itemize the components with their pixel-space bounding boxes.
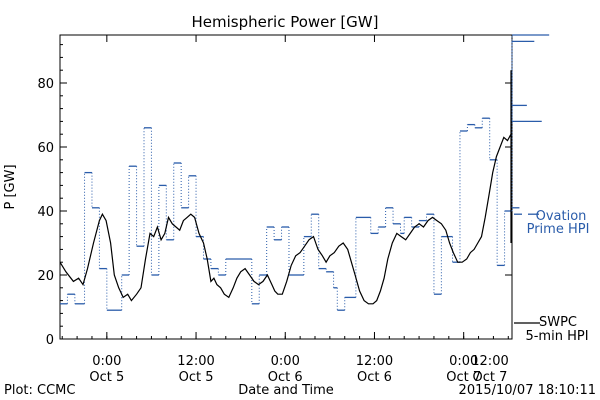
footer-credit: Plot: CCMC xyxy=(4,383,75,398)
x-tick-label-time: 0:00 xyxy=(449,354,478,369)
y-tick-label: 60 xyxy=(37,141,54,156)
legend-swpc-line1: SWPC xyxy=(539,315,577,330)
x-tick-label-time: 12:00 xyxy=(177,354,214,369)
legend-ovation-line2: Prime HPI xyxy=(527,222,590,237)
x-tick-label-time: 12:00 xyxy=(356,354,393,369)
y-tick-label: 0 xyxy=(46,333,54,348)
x-tick-label-date: Oct 6 xyxy=(268,370,303,385)
legend-ovation-line1: Ovation xyxy=(536,209,587,224)
x-tick-label-date: Oct 7 xyxy=(446,370,481,385)
chart-title: Hemispheric Power [GW] xyxy=(192,13,379,31)
series-layer xyxy=(59,34,550,311)
footer-timestamp: 2015/10/07 18:10:11 xyxy=(459,383,596,398)
x-tick-label-date: Oct 7 xyxy=(473,370,508,385)
legend-swpc-line2: 5-min HPI xyxy=(525,329,588,344)
x-tick-label-time: 12:00 xyxy=(471,354,508,369)
swpc-series-line xyxy=(59,70,512,305)
x-tick-label-date: Oct 5 xyxy=(179,370,214,385)
plot-frame xyxy=(59,34,513,340)
x-tick-label-date: Oct 6 xyxy=(357,370,392,385)
x-axis-label: Date and Time xyxy=(238,383,334,398)
y-tick-label: 80 xyxy=(37,77,54,92)
plot-area xyxy=(59,34,513,340)
x-tick-label-time: 0:00 xyxy=(92,354,121,369)
y-axis-label: P [GW] xyxy=(3,164,18,209)
y-axis: 0 20 40 60 80 xyxy=(37,44,512,348)
x-tick-label-date: Oct 5 xyxy=(89,370,124,385)
y-tick-label: 20 xyxy=(37,269,54,284)
x-tick-label-time: 0:00 xyxy=(271,354,300,369)
y-tick-label: 40 xyxy=(37,205,54,220)
legend: Ovation Prime HPI SWPC 5-min HPI xyxy=(514,209,589,344)
